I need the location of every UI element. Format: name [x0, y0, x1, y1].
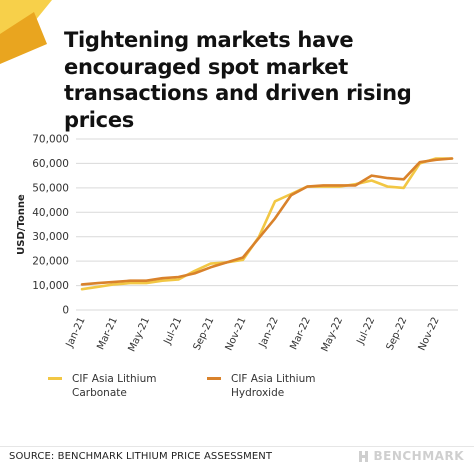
brand-logo: BENCHMARK	[358, 449, 464, 463]
x-tick-label: Nov-22	[417, 316, 442, 353]
chart-title: Tightening markets have encouraged spot …	[64, 28, 412, 132]
y-tick-label: 50,000	[32, 182, 69, 194]
legend-swatch-carbonate	[48, 377, 62, 380]
line-chart: 0 10,000 20,000 30,000 40,000 50,000 60,000 70,…	[16, 134, 458, 354]
y-axis-label: USD/Tonne	[16, 194, 27, 255]
y-tick-label: 40,000	[32, 207, 69, 219]
y-tick-label: 70,000	[32, 134, 69, 146]
corner-dark-triangle	[0, 12, 47, 64]
x-tick-label: Jul-22	[355, 316, 377, 347]
x-tick-label: Sep-21	[192, 316, 217, 353]
y-tick-label: 0	[62, 305, 69, 317]
x-tick-label: Nov-21	[224, 316, 249, 353]
series-line-carbonate	[80, 157, 454, 291]
x-tick-label: Jul-21	[162, 316, 184, 347]
source-note: SOURCE: BENCHMARK LITHIUM PRICE ASSESSME…	[9, 451, 273, 462]
x-tick-label: Jan-22	[257, 316, 281, 350]
legend-label-carbonate: CIF Asia Lithium Carbonate	[72, 373, 157, 399]
corner-triangle-icon	[0, 0, 52, 64]
x-tick-label: Jan-21	[64, 316, 88, 350]
x-tick-label: Mar-22	[288, 316, 313, 352]
brand-name: BENCHMARK	[373, 449, 464, 463]
y-tick-label: 30,000	[32, 231, 69, 243]
benchmark-logo-icon	[359, 451, 369, 462]
x-tick-label: Sep-22	[385, 316, 410, 353]
x-tick-label: Mar-21	[95, 316, 120, 352]
x-tick-label: May-22	[320, 316, 346, 354]
footer-bar: SOURCE: BENCHMARK LITHIUM PRICE ASSESSME…	[0, 446, 474, 468]
y-tick-label: 60,000	[32, 158, 69, 170]
series-line-hydroxide	[80, 157, 454, 286]
x-tick-label: May-21	[127, 316, 153, 354]
legend-label-hydroxide: CIF Asia Lithium Hydroxide	[231, 373, 316, 399]
y-tick-label: 10,000	[32, 280, 69, 292]
y-tick-label: 20,000	[32, 256, 69, 268]
legend-swatch-hydroxide	[207, 377, 221, 380]
